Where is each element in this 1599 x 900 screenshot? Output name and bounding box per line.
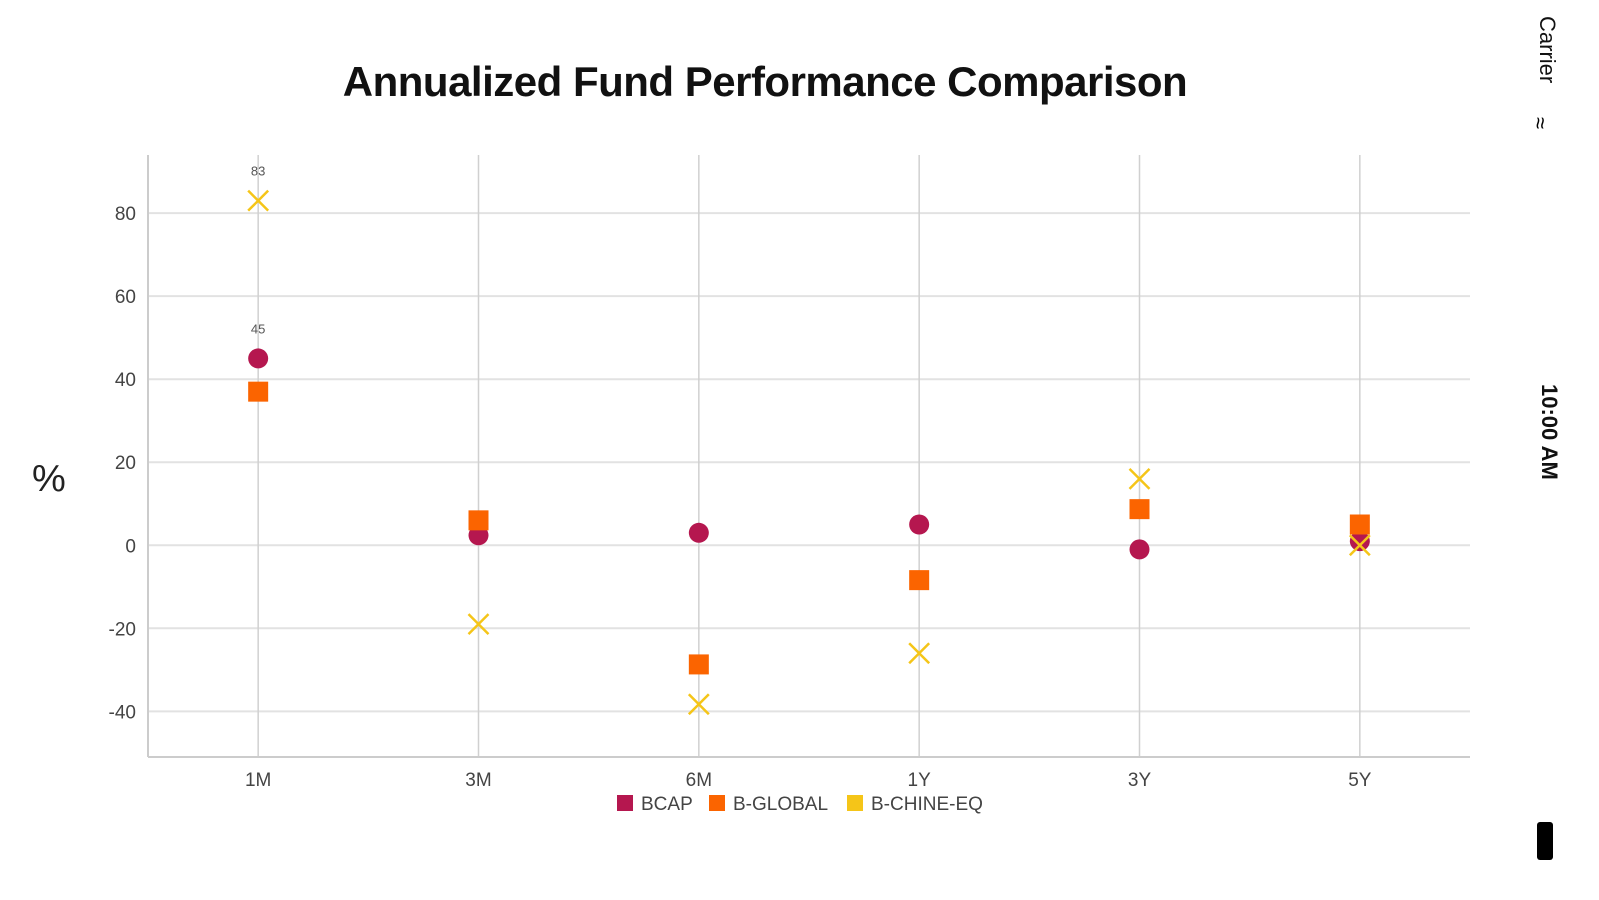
x-tick-label: 1Y xyxy=(908,770,932,791)
point-b-chine-eq xyxy=(467,613,490,636)
y-tick-label: 40 xyxy=(115,370,136,391)
y-tick-label: 80 xyxy=(115,204,136,225)
cross-stroke xyxy=(687,693,710,716)
x-tick-label: 6M xyxy=(686,770,712,791)
battery-icon xyxy=(1537,822,1553,860)
point-b-global xyxy=(1129,499,1150,520)
y-axis-label: % xyxy=(32,458,66,500)
legend-item-b-global: B-GLOBAL xyxy=(709,794,828,815)
y-tick-label: -40 xyxy=(109,702,136,723)
legend-label: B-GLOBAL xyxy=(733,794,828,815)
legend-item-b-chine-eq: B-CHINE-EQ xyxy=(847,794,983,815)
cross-stroke xyxy=(1128,467,1151,490)
y-tick-label: 20 xyxy=(115,453,136,474)
data-label: 45 xyxy=(251,321,265,336)
y-tick-label: 60 xyxy=(115,287,136,308)
cross-stroke xyxy=(1348,534,1371,557)
cross-stroke xyxy=(467,613,490,636)
point-bcap xyxy=(909,514,930,535)
point-b-chine-eq xyxy=(1348,534,1371,557)
data-label: 83 xyxy=(251,164,265,179)
point-b-global xyxy=(1349,514,1370,535)
point-b-global xyxy=(909,570,930,591)
legend-swatch xyxy=(709,795,725,811)
point-bcap xyxy=(688,522,709,543)
chart-title: Annualized Fund Performance Comparison xyxy=(342,58,1188,105)
wifi-icon: ≈ xyxy=(1528,116,1554,130)
point-b-global xyxy=(688,654,709,675)
point-b-chine-eq xyxy=(687,693,710,716)
point-b-chine-eq xyxy=(1128,467,1151,490)
cross-stroke xyxy=(247,189,270,212)
legend-label: BCAP xyxy=(641,794,693,815)
legend-swatch xyxy=(617,795,633,811)
point-b-chine-eq xyxy=(908,642,931,665)
point-bcap xyxy=(248,348,269,369)
clock: 10:00 AM xyxy=(1537,384,1562,480)
point-b-global xyxy=(468,510,489,531)
cross-stroke xyxy=(908,642,931,665)
x-tick-label: 3Y xyxy=(1128,770,1152,791)
legend-label: B-CHINE-EQ xyxy=(871,794,983,815)
point-b-global xyxy=(248,381,269,402)
point-bcap xyxy=(1129,539,1150,560)
x-tick-label: 3M xyxy=(465,770,491,791)
x-tick-label: 5Y xyxy=(1348,770,1372,791)
carrier-label: Carrier xyxy=(1535,16,1560,84)
point-bcap xyxy=(1349,531,1370,552)
point-b-chine-eq xyxy=(247,189,270,212)
y-tick-label: -20 xyxy=(109,619,136,640)
x-tick-label: 1M xyxy=(245,770,271,791)
legend-swatch xyxy=(847,795,863,811)
scatter-chart: -40 -20 0 20 40 60 80 1M 3M 6M 1Y 3Y 5Y 45 83 BCAP B-GLO… xyxy=(109,155,1470,815)
legend-item-bcap: BCAP xyxy=(617,794,693,815)
y-tick-label: 0 xyxy=(125,536,136,557)
legend: BCAP B-GLOBAL B-CHINE-EQ xyxy=(617,794,983,815)
